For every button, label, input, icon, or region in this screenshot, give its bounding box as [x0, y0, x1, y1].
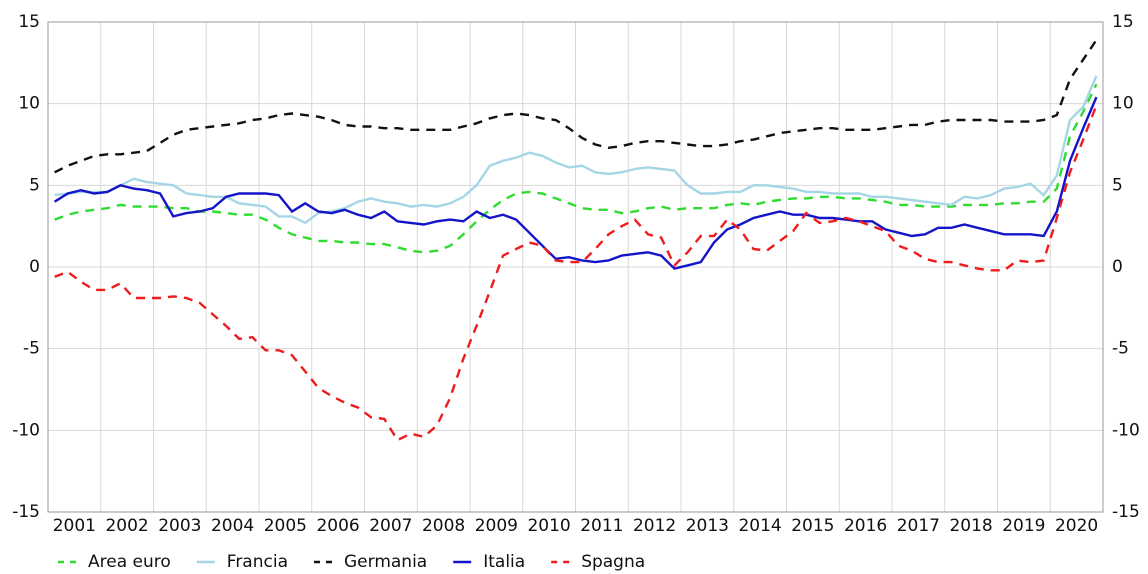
- x-tick-label: 2013: [686, 516, 729, 536]
- y2-tick-label: 10: [1112, 94, 1134, 114]
- legend-label: Germania: [344, 552, 427, 572]
- x-tick-label: 2017: [897, 516, 940, 536]
- x-tick-label: 2007: [369, 516, 412, 536]
- legend-label: Spagna: [581, 552, 645, 572]
- y-tick-label: 0: [29, 257, 40, 277]
- y-tick-label: -15: [12, 502, 40, 522]
- x-tick-label: 2005: [264, 516, 307, 536]
- x-tick-label: 2008: [422, 516, 465, 536]
- x-tick-label: 2002: [105, 516, 148, 536]
- y-tick-label: 5: [29, 175, 40, 195]
- x-tick-label: 2011: [580, 516, 623, 536]
- x-tick-label: 2001: [53, 516, 96, 536]
- y-tick-label: -5: [23, 339, 40, 359]
- y2-tick-label: -5: [1112, 339, 1129, 359]
- x-tick-label: 2004: [211, 516, 254, 536]
- y-tick-label: -10: [12, 420, 40, 440]
- y2-tick-label: 5: [1112, 175, 1123, 195]
- series-line: [53, 96, 1098, 270]
- y-tick-label: 10: [18, 94, 40, 114]
- x-tick-label: 2015: [791, 516, 834, 536]
- y2-tick-label: -10: [1112, 420, 1140, 440]
- legend-label: Area euro: [88, 552, 171, 572]
- legend-label: Italia: [483, 552, 525, 572]
- y2-tick-label: 0: [1112, 257, 1123, 277]
- series-line: [54, 104, 1098, 442]
- x-tick-label: 2009: [475, 516, 518, 536]
- x-tick-label: 2010: [527, 516, 570, 536]
- x-tick-label: 2020: [1055, 516, 1098, 536]
- x-tick-label: 2014: [738, 516, 781, 536]
- x-tick-label: 2012: [633, 516, 676, 536]
- y2-tick-label: 15: [1112, 12, 1134, 32]
- x-tick-label: 2018: [949, 516, 992, 536]
- x-tick-label: 2019: [1002, 516, 1045, 536]
- plot-frame: [47, 21, 1104, 513]
- legend-label: Francia: [227, 552, 288, 572]
- y-tick-label: 15: [18, 12, 40, 32]
- x-tick-label: 2006: [316, 516, 359, 536]
- series-line: [54, 75, 1098, 225]
- x-tick-label: 2016: [844, 516, 887, 536]
- series-line: [54, 39, 1098, 174]
- x-tick-label: 2003: [158, 516, 201, 536]
- series-line: [54, 83, 1098, 254]
- y2-tick-label: -15: [1112, 502, 1140, 522]
